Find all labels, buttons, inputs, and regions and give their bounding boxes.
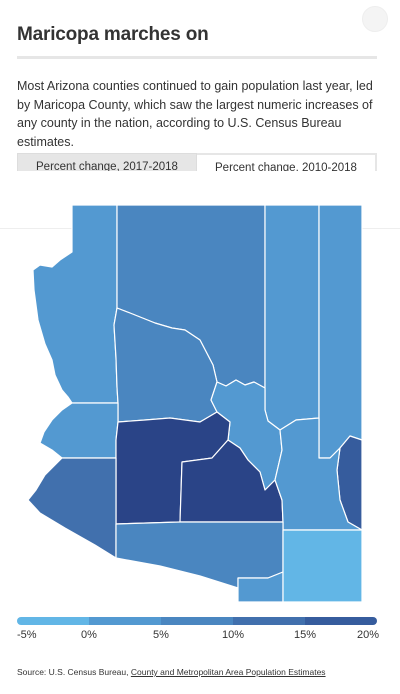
legend-label: -5%: [17, 629, 37, 641]
source-note: Source: U.S. Census Bureau, County and M…: [17, 667, 326, 677]
county-graham[interactable]: [274, 417, 363, 531]
page-title: Maricopa marches on: [17, 24, 209, 45]
county-mohave[interactable]: [32, 204, 119, 404]
source-link[interactable]: County and Metropolitan Area Population …: [130, 667, 326, 677]
legend-label: 15%: [293, 629, 317, 641]
legend-label: 0%: [81, 629, 97, 641]
tab-bar: Percent change, 2017-2018 Percent change…: [17, 153, 377, 171]
arizona-county-map: [27, 204, 363, 603]
legend-swatch: [17, 617, 89, 625]
legend-color-scale: [17, 617, 377, 625]
close-button[interactable]: [362, 6, 388, 32]
source-prefix: Source: U.S. Census Bureau,: [17, 667, 131, 677]
county-la-paz[interactable]: [39, 402, 119, 459]
legend-labels: -5% 0% 5% 10% 15% 20%: [17, 629, 379, 643]
legend-swatch: [233, 617, 305, 625]
description: Most Arizona counties continued to gain …: [17, 79, 373, 149]
county-navajo[interactable]: [264, 204, 320, 431]
legend-label: 20%: [356, 629, 379, 641]
tab-2010-2018[interactable]: Percent change, 2010-2018: [197, 153, 377, 171]
legend-label: 5%: [153, 629, 169, 641]
county-cochise[interactable]: [282, 529, 363, 603]
tab-2017-2018[interactable]: Percent change, 2017-2018: [17, 153, 197, 171]
county-apache[interactable]: [318, 204, 363, 459]
legend-label: 10%: [221, 629, 245, 641]
title-divider: [17, 56, 377, 59]
legend-swatch: [161, 617, 233, 625]
legend-swatch: [305, 617, 377, 625]
county-yuma[interactable]: [27, 457, 117, 559]
legend-swatch: [89, 617, 161, 625]
